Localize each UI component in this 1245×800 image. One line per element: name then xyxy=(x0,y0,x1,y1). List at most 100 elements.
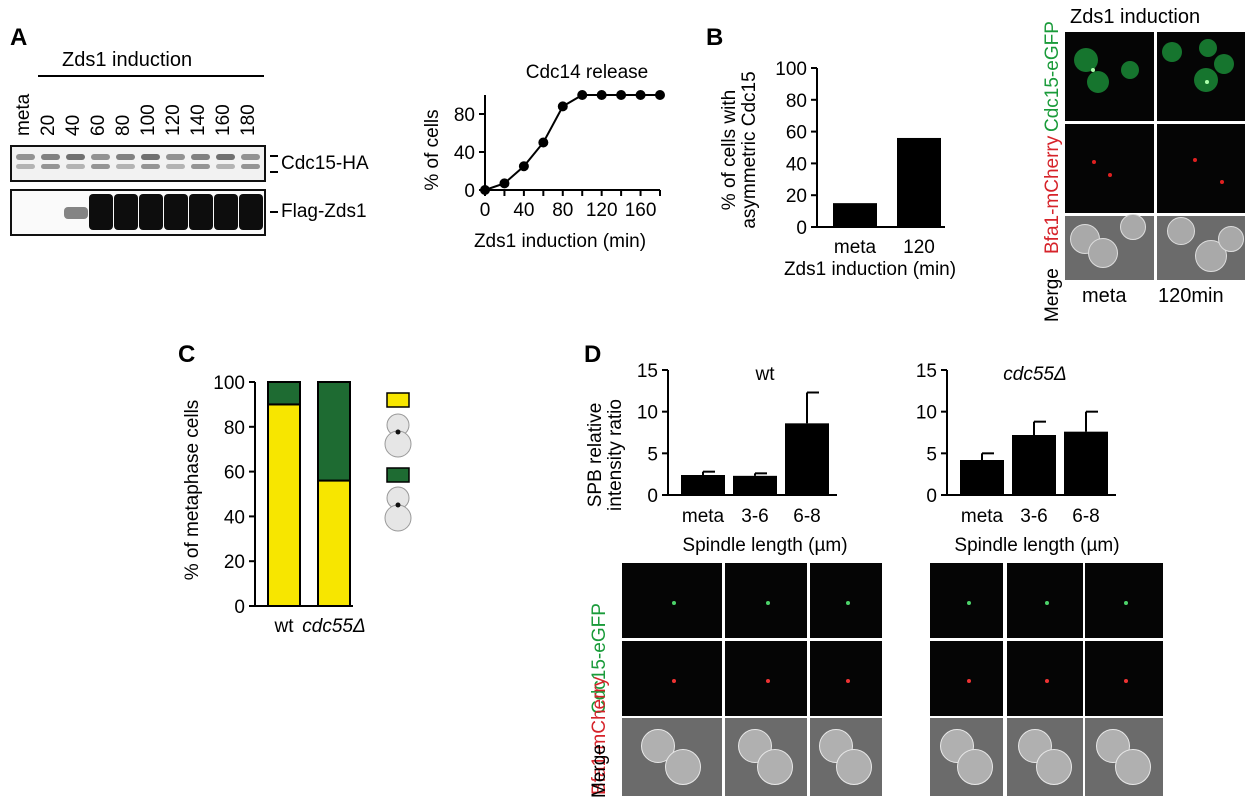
bar xyxy=(960,460,1004,495)
cell xyxy=(757,749,794,786)
cell xyxy=(1120,214,1146,240)
bar xyxy=(785,423,829,495)
y-tick-label: 10 xyxy=(916,403,937,424)
x-tick-label: meta xyxy=(682,506,725,527)
y-tick-label: 60 xyxy=(786,123,807,144)
data-point xyxy=(538,137,549,148)
micrograph-tile xyxy=(930,641,1003,716)
micrograph-tile xyxy=(930,718,1003,796)
panel-letter-d: D xyxy=(584,341,602,368)
chart-spb-cdc55: cdc55Δ Spindle length (µm) 0 5 10 15 meta 3-6… xyxy=(916,361,1120,556)
blot-band xyxy=(239,194,263,230)
panel-letter-b: B xyxy=(706,24,724,51)
row-label-mcherry: Bfa1-mCherry xyxy=(1042,135,1063,254)
blot-band xyxy=(166,154,185,160)
lane-label: 20 xyxy=(38,114,59,136)
spot xyxy=(672,600,676,605)
y-tick-label: 80 xyxy=(454,105,475,126)
lane-label: 40 xyxy=(63,114,84,136)
blot-band xyxy=(191,154,210,160)
x-tick-label: cdc55Δ xyxy=(302,616,365,637)
data-point xyxy=(480,185,490,195)
blot-band xyxy=(166,164,185,169)
spot xyxy=(846,678,850,683)
legend-swatch-green xyxy=(386,467,410,483)
bar xyxy=(1012,435,1056,495)
bar xyxy=(897,137,941,227)
y-tick-label: 40 xyxy=(786,154,807,175)
cell xyxy=(1087,71,1109,93)
y-tick-label: 100 xyxy=(213,373,245,394)
spot xyxy=(1108,173,1112,177)
bar-segment xyxy=(267,381,301,406)
blot-band xyxy=(241,164,260,169)
spot xyxy=(672,678,676,683)
micrograph-gfp-meta xyxy=(1065,32,1154,121)
lane-label: 120 xyxy=(163,104,184,136)
blot-band xyxy=(16,154,35,160)
micrograph-tile xyxy=(622,718,722,796)
bar-segment xyxy=(267,403,301,608)
spot xyxy=(1045,678,1049,683)
y-tick-label: 40 xyxy=(454,143,475,164)
x-tick-label: 40 xyxy=(513,200,534,221)
band-marker xyxy=(270,171,278,173)
spot xyxy=(1205,80,1209,84)
y-axis-label: % of metaphase cells xyxy=(182,400,203,581)
y-tick-label: 5 xyxy=(647,444,658,465)
cell xyxy=(1167,217,1195,245)
blot-band xyxy=(191,164,210,169)
y-tick-label: 20 xyxy=(786,186,807,207)
spot xyxy=(766,678,770,683)
x-tick-label: 6-8 xyxy=(793,506,820,527)
col-label-120min: 120min xyxy=(1158,285,1224,307)
panel-letter-c: C xyxy=(178,341,196,368)
blot-header-line xyxy=(38,75,264,77)
blot-band xyxy=(164,194,188,230)
spot xyxy=(1220,180,1224,184)
blot-band xyxy=(91,154,110,160)
blot-band xyxy=(116,154,135,160)
y-axis-label-line2: intensity ratio xyxy=(605,399,626,511)
y-tick-label: 100 xyxy=(775,59,807,80)
chart-title: wt xyxy=(755,364,776,385)
blot-band xyxy=(41,154,60,160)
micrograph-tile xyxy=(1085,718,1163,796)
cell xyxy=(1162,42,1182,62)
flag-zds1-label: Flag-Zds1 xyxy=(281,201,367,222)
y-tick-label: 80 xyxy=(224,418,245,439)
micrograph-tile xyxy=(1007,641,1083,716)
data-point xyxy=(596,90,607,100)
bar-segment xyxy=(317,479,351,607)
micrograph-tile xyxy=(1007,563,1083,638)
y-tick-label: 40 xyxy=(224,507,245,528)
data-point xyxy=(616,90,627,100)
y-axis-label-line2: asymmetric Cdc15 xyxy=(739,71,760,228)
band-marker xyxy=(270,211,278,213)
micrograph-mcherry-120 xyxy=(1157,124,1245,213)
y-tick-label: 80 xyxy=(786,91,807,112)
micrograph-mcherry-meta xyxy=(1065,124,1154,213)
cell xyxy=(1195,240,1227,272)
y-tick-label: 0 xyxy=(647,486,658,507)
row-label-merge: Merge xyxy=(1042,268,1063,322)
flag-zds1-blot xyxy=(10,189,266,236)
x-tick-label: 120 xyxy=(903,237,935,258)
x-tick-label: 120 xyxy=(586,200,618,221)
blot-band xyxy=(91,164,110,169)
spot xyxy=(1092,160,1096,164)
lane-label: 80 xyxy=(113,114,134,136)
data-point xyxy=(518,161,529,172)
micrograph-tile xyxy=(725,718,807,796)
micrograph-tile xyxy=(1085,563,1163,638)
cell xyxy=(1218,226,1244,252)
y-tick-label: 0 xyxy=(234,597,245,618)
cell xyxy=(1199,39,1217,57)
cdc15-ha-label: Cdc15-HA xyxy=(281,153,369,174)
x-axis-label: Spindle length (µm) xyxy=(682,535,847,556)
spot xyxy=(1091,68,1095,72)
blot-band xyxy=(216,164,235,169)
micrograph-tile xyxy=(810,718,882,796)
y-tick-label: 20 xyxy=(224,552,245,573)
spot xyxy=(766,600,770,605)
